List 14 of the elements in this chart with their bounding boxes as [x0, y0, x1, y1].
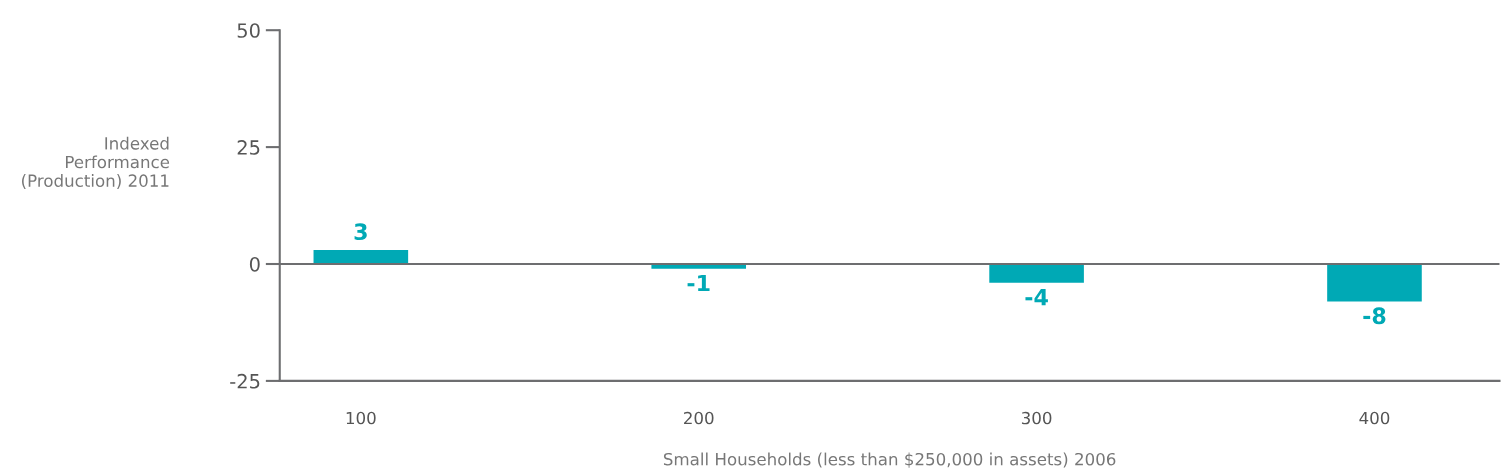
x-tick-label: 100 — [346, 411, 376, 425]
x-tick-label: 200 — [684, 411, 714, 425]
x-axis-title: Small Households (less than $250,000 in assets) 2006 — [663, 452, 1116, 468]
y-tick-label: 0 — [249, 256, 260, 272]
x-tick-label: 400 — [1359, 411, 1390, 425]
data-label: 3 — [354, 223, 367, 241]
y-tick-label: 50 — [237, 23, 260, 38]
y-tick-label: -25 — [230, 373, 260, 389]
data-label: -8 — [1363, 307, 1386, 325]
data-label: -4 — [1025, 288, 1048, 306]
y-tick-label: 25 — [237, 140, 260, 155]
data-label: -1 — [687, 274, 710, 292]
x-tick-label: 300 — [1021, 411, 1052, 425]
y-axis-title: Indexed Performance (Production) 2011 — [22, 136, 170, 189]
